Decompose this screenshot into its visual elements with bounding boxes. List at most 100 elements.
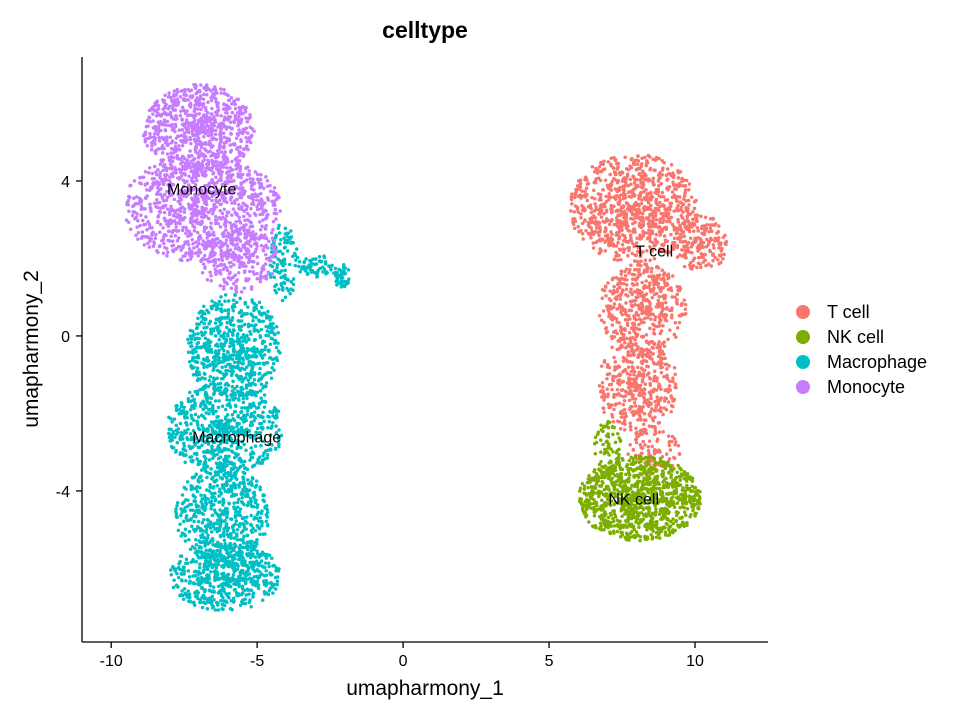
data-point — [665, 522, 670, 527]
data-point — [649, 480, 654, 484]
data-point — [640, 451, 644, 455]
data-point — [676, 237, 680, 241]
data-point — [619, 277, 624, 281]
data-point — [225, 394, 229, 398]
data-point — [648, 312, 653, 316]
data-point — [573, 226, 577, 231]
data-point — [192, 397, 196, 402]
data-point — [183, 460, 187, 465]
data-point — [633, 203, 638, 207]
data-point — [716, 257, 720, 262]
data-point — [671, 379, 675, 384]
data-point — [246, 481, 251, 486]
data-point — [623, 411, 628, 415]
data-point — [224, 368, 228, 373]
data-point — [682, 298, 686, 302]
data-point — [209, 350, 214, 354]
data-point — [672, 505, 677, 510]
data-point — [179, 411, 184, 416]
data-point — [610, 277, 615, 282]
data-point — [219, 492, 223, 496]
data-point — [580, 189, 584, 193]
data-point — [677, 253, 682, 257]
data-point — [622, 223, 626, 227]
data-point — [696, 243, 701, 247]
data-point — [673, 382, 678, 386]
data-point — [192, 527, 196, 532]
data-point — [588, 495, 593, 500]
data-point — [688, 515, 692, 519]
data-point — [589, 210, 594, 215]
data-point — [632, 323, 637, 327]
data-point — [202, 517, 206, 522]
data-point — [636, 263, 640, 267]
data-point — [723, 233, 727, 238]
data-point — [676, 288, 680, 292]
data-point — [630, 272, 635, 277]
data-point — [674, 231, 679, 236]
data-point — [680, 501, 685, 505]
data-point — [174, 428, 179, 433]
data-point — [647, 455, 651, 459]
data-point — [572, 210, 577, 214]
data-point — [188, 407, 193, 412]
data-point — [217, 464, 221, 469]
data-point — [195, 389, 200, 393]
data-point — [630, 410, 634, 415]
data-point — [582, 491, 586, 495]
data-point — [586, 181, 591, 186]
data-point — [618, 426, 623, 431]
data-point — [689, 195, 694, 200]
data-point — [242, 516, 246, 520]
data-point — [206, 310, 211, 315]
data-point — [220, 483, 225, 487]
data-point — [648, 166, 653, 171]
data-point — [672, 236, 677, 241]
data-point — [170, 420, 174, 424]
data-point — [617, 187, 622, 192]
data-point — [217, 500, 221, 504]
data-point — [661, 243, 666, 248]
data-point — [632, 244, 636, 249]
data-point — [618, 297, 623, 301]
data-point — [211, 392, 216, 396]
data-point — [720, 246, 724, 251]
data-point — [596, 192, 601, 196]
data-point — [713, 236, 718, 241]
data-point — [262, 419, 266, 424]
data-point — [216, 386, 220, 390]
data-point — [622, 234, 627, 238]
data-point — [211, 492, 215, 496]
data-point — [224, 524, 229, 528]
data-point — [190, 485, 195, 489]
data-point — [202, 304, 206, 309]
data-point — [670, 313, 674, 317]
data-point — [254, 354, 259, 359]
data-point — [695, 502, 699, 506]
data-point — [214, 317, 219, 322]
data-point — [218, 524, 222, 529]
data-point — [597, 314, 602, 318]
data-point — [621, 394, 625, 399]
data-point — [262, 353, 267, 357]
data-point — [241, 528, 245, 533]
data-point — [683, 239, 688, 244]
data-point — [630, 281, 635, 286]
data-point — [649, 203, 653, 208]
data-point — [225, 528, 230, 533]
data-point — [640, 234, 645, 239]
data-point — [591, 525, 596, 529]
data-point — [230, 315, 235, 320]
data-point — [195, 485, 200, 489]
data-point — [240, 379, 244, 384]
data-point — [579, 216, 583, 220]
data-point — [637, 211, 642, 215]
data-point — [659, 517, 663, 522]
data-point — [699, 265, 703, 270]
data-point — [618, 481, 623, 485]
data-point — [276, 331, 280, 335]
data-point — [623, 155, 627, 160]
data-point — [667, 491, 672, 496]
data-point — [640, 215, 644, 219]
data-point — [614, 250, 618, 255]
